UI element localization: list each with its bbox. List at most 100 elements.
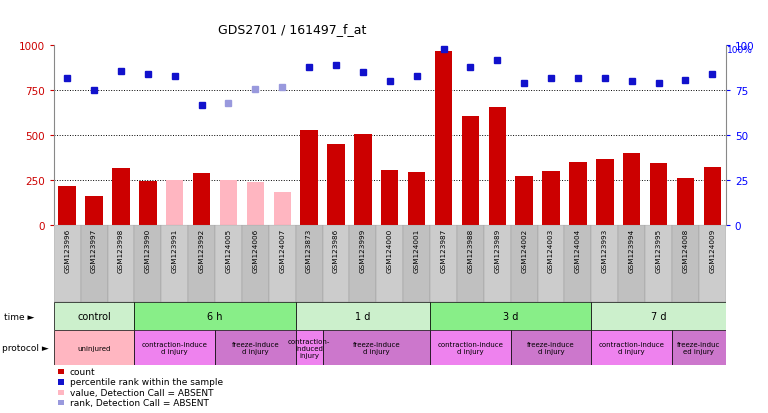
- Text: GSM124001: GSM124001: [414, 228, 419, 272]
- Bar: [58, 186, 76, 226]
- Text: GSM123998: GSM123998: [118, 228, 124, 272]
- Bar: [134, 302, 296, 330]
- Bar: [273, 193, 291, 226]
- Text: 1 d: 1 d: [355, 311, 371, 321]
- Text: freeze-induce
d injury: freeze-induce d injury: [527, 342, 575, 354]
- Bar: [538, 226, 564, 302]
- Text: control: control: [78, 311, 111, 321]
- Bar: [166, 181, 184, 226]
- Bar: [435, 52, 452, 226]
- Bar: [672, 330, 726, 366]
- Text: GSM123873: GSM123873: [306, 228, 312, 272]
- Bar: [430, 330, 511, 366]
- Bar: [54, 302, 134, 330]
- Bar: [112, 169, 130, 226]
- Bar: [300, 131, 318, 226]
- Text: GSM123995: GSM123995: [656, 228, 661, 272]
- Text: count: count: [70, 367, 95, 376]
- Text: freeze-induce
d injury: freeze-induce d injury: [353, 342, 400, 354]
- Bar: [650, 164, 667, 226]
- Bar: [488, 107, 506, 226]
- Bar: [134, 226, 161, 302]
- Bar: [511, 330, 591, 366]
- Bar: [349, 226, 376, 302]
- Bar: [188, 226, 215, 302]
- Text: GSM123993: GSM123993: [602, 228, 607, 272]
- Bar: [645, 226, 672, 302]
- Bar: [108, 226, 134, 302]
- Text: contraction-induce
d injury: contraction-induce d injury: [599, 342, 664, 354]
- Bar: [134, 330, 215, 366]
- Text: 7 d: 7 d: [650, 311, 667, 321]
- Bar: [193, 174, 210, 226]
- Bar: [515, 176, 533, 226]
- Bar: [408, 173, 425, 226]
- Bar: [242, 226, 269, 302]
- Bar: [296, 226, 323, 302]
- Bar: [323, 330, 430, 366]
- Text: GSM123986: GSM123986: [333, 228, 339, 272]
- Bar: [81, 226, 108, 302]
- Text: protocol ►: protocol ►: [2, 344, 49, 352]
- Text: GSM123991: GSM123991: [172, 228, 177, 272]
- Bar: [511, 226, 538, 302]
- Bar: [699, 226, 726, 302]
- Text: GSM123992: GSM123992: [199, 228, 204, 272]
- Text: contraction-induce
d injury: contraction-induce d injury: [438, 342, 503, 354]
- Bar: [296, 302, 430, 330]
- Text: GDS2701 / 161497_f_at: GDS2701 / 161497_f_at: [217, 23, 366, 36]
- Bar: [220, 181, 237, 226]
- Bar: [430, 302, 591, 330]
- Bar: [381, 170, 399, 226]
- Bar: [327, 145, 345, 226]
- Bar: [354, 134, 372, 226]
- Text: percentile rank within the sample: percentile rank within the sample: [70, 377, 223, 387]
- Bar: [457, 226, 484, 302]
- Text: GSM124004: GSM124004: [575, 228, 581, 272]
- Text: contraction-
induced
injury: contraction- induced injury: [288, 338, 330, 358]
- Bar: [542, 171, 560, 226]
- Bar: [54, 330, 134, 366]
- Text: GSM123996: GSM123996: [65, 228, 70, 272]
- Text: 100%: 100%: [727, 46, 753, 55]
- Bar: [215, 330, 296, 366]
- Text: value, Detection Call = ABSENT: value, Detection Call = ABSENT: [70, 388, 214, 397]
- Text: GSM123994: GSM123994: [629, 228, 634, 272]
- Bar: [623, 154, 641, 226]
- Text: GSM124006: GSM124006: [253, 228, 258, 272]
- Text: rank, Detection Call = ABSENT: rank, Detection Call = ABSENT: [70, 398, 209, 407]
- Bar: [564, 226, 591, 302]
- Text: GSM123997: GSM123997: [91, 228, 97, 272]
- Text: freeze-induce
d injury: freeze-induce d injury: [231, 342, 280, 354]
- Text: freeze-induc
ed injury: freeze-induc ed injury: [677, 342, 720, 354]
- Bar: [591, 226, 618, 302]
- Bar: [430, 226, 457, 302]
- Text: GSM124003: GSM124003: [548, 228, 554, 272]
- Text: 3 d: 3 d: [503, 311, 518, 321]
- Text: GSM124000: GSM124000: [387, 228, 392, 272]
- Text: GSM124005: GSM124005: [226, 228, 231, 272]
- Text: uninjured: uninjured: [78, 345, 111, 351]
- Bar: [462, 116, 479, 226]
- Bar: [672, 226, 699, 302]
- Bar: [484, 226, 511, 302]
- Bar: [139, 182, 157, 226]
- Text: GSM123989: GSM123989: [495, 228, 500, 272]
- Text: GSM123988: GSM123988: [468, 228, 473, 272]
- Text: GSM124008: GSM124008: [683, 228, 688, 272]
- Bar: [596, 159, 614, 226]
- Text: time ►: time ►: [4, 312, 34, 321]
- Bar: [703, 168, 721, 226]
- Bar: [215, 226, 242, 302]
- Bar: [161, 226, 188, 302]
- Text: GSM123987: GSM123987: [441, 228, 446, 272]
- Text: contraction-induce
d injury: contraction-induce d injury: [142, 342, 207, 354]
- Bar: [569, 163, 587, 226]
- Bar: [591, 302, 726, 330]
- Bar: [591, 330, 672, 366]
- Text: GSM124009: GSM124009: [710, 228, 715, 272]
- Text: GSM123999: GSM123999: [360, 228, 366, 272]
- Bar: [677, 178, 694, 226]
- Bar: [376, 226, 403, 302]
- Bar: [247, 183, 264, 226]
